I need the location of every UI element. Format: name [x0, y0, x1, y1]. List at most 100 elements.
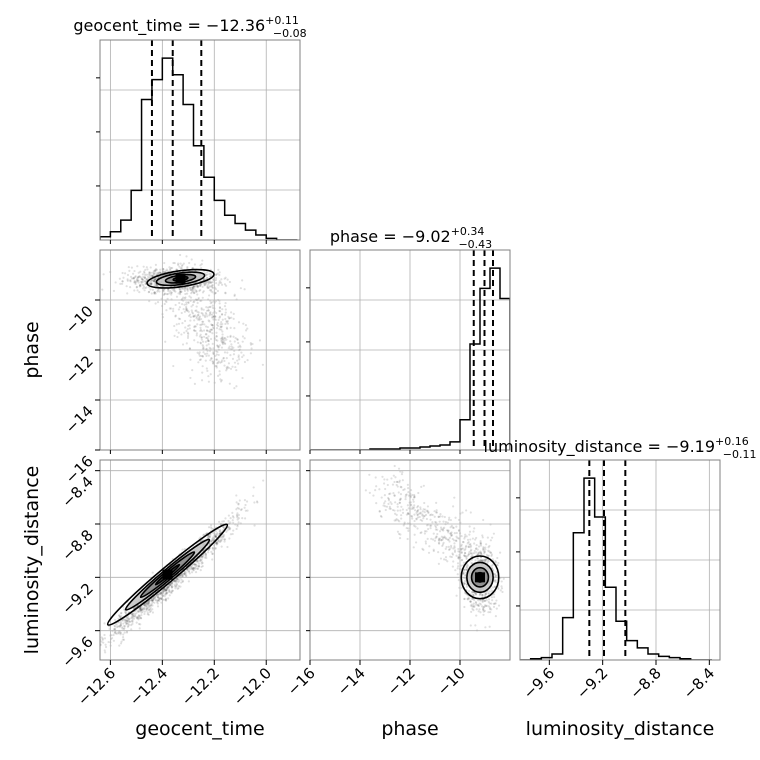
sample-point	[215, 350, 218, 353]
sample-point	[181, 580, 184, 584]
sample-point	[168, 589, 171, 592]
sample-point	[383, 482, 386, 485]
sample-point	[135, 280, 139, 283]
sample-point	[482, 606, 485, 609]
sample-point	[188, 295, 191, 298]
sample-point	[484, 604, 487, 607]
sample-point	[483, 558, 486, 562]
sample-point	[154, 596, 157, 599]
sample-point	[188, 261, 191, 265]
sample-point	[196, 351, 199, 354]
sample-point	[232, 312, 235, 316]
x-tick-label: −14	[334, 664, 369, 699]
sample-point	[121, 638, 125, 641]
y-tick-label: −8.4	[58, 473, 96, 511]
sample-point	[205, 306, 208, 309]
sample-point	[168, 266, 171, 269]
sample-point	[406, 511, 410, 515]
sample-point	[219, 325, 222, 328]
sample-point	[141, 283, 145, 287]
sample-point	[500, 585, 503, 588]
sample-point	[137, 271, 140, 274]
sample-point	[162, 289, 165, 292]
sample-point	[483, 594, 487, 597]
sample-point	[156, 289, 160, 292]
sample-point	[145, 266, 148, 269]
sample-point	[198, 284, 202, 288]
sample-point	[145, 277, 148, 281]
sample-point	[187, 310, 190, 313]
sample-point	[227, 366, 230, 370]
sample-point	[235, 501, 238, 504]
sample-point	[215, 311, 218, 315]
sample-point	[196, 284, 199, 288]
sample-point	[456, 573, 459, 576]
sample-point	[429, 518, 432, 521]
sample-point	[469, 544, 473, 548]
sample-point	[212, 362, 215, 365]
sample-point	[487, 549, 490, 552]
sample-point	[183, 331, 186, 334]
sample-point	[207, 536, 210, 539]
sample-point	[469, 543, 472, 546]
sample-point	[195, 560, 198, 563]
sample-point	[470, 603, 473, 606]
sample-point	[470, 548, 473, 552]
sample-point	[220, 313, 224, 316]
sample-point	[217, 538, 220, 541]
sample-point	[225, 284, 228, 287]
sample-point	[202, 345, 205, 348]
sample-point	[470, 561, 473, 565]
sample-point	[130, 615, 133, 618]
sample-point	[399, 533, 402, 536]
sample-point	[196, 285, 199, 289]
sample-point	[455, 554, 458, 557]
sample-point	[147, 609, 150, 612]
sample-point	[396, 480, 399, 484]
sample-point	[472, 594, 475, 597]
sample-point	[200, 317, 203, 321]
sample-point	[169, 582, 173, 585]
sample-point	[206, 273, 209, 276]
sample-point	[221, 520, 224, 523]
sample-point	[133, 279, 136, 283]
sample-point	[113, 625, 117, 628]
sample-point	[112, 628, 116, 631]
sample-point	[204, 555, 208, 558]
sample-point	[210, 540, 213, 543]
sample-point	[494, 574, 497, 577]
sample-point	[139, 616, 143, 620]
sample-point	[201, 555, 204, 558]
sample-point	[148, 599, 152, 602]
sample-point	[210, 281, 213, 284]
sample-point	[180, 290, 183, 293]
sample-point	[170, 591, 173, 595]
sample-point	[384, 487, 387, 491]
sample-point	[166, 586, 170, 589]
sample-point	[192, 566, 195, 569]
sample-point	[146, 601, 149, 604]
sample-point	[175, 585, 178, 588]
sample-point	[462, 570, 465, 573]
sample-point	[494, 560, 497, 563]
sample-point	[188, 347, 191, 350]
sample-point	[141, 607, 144, 611]
sample-point	[463, 554, 466, 557]
sample-point	[473, 605, 476, 608]
sample-point	[125, 285, 128, 288]
sample-point	[423, 532, 426, 535]
sample-point	[185, 303, 188, 306]
sample-point	[192, 286, 195, 289]
sample-point	[133, 289, 136, 292]
sample-point	[484, 626, 487, 629]
sample-point	[202, 320, 205, 323]
sample-point	[110, 634, 113, 637]
sample-point	[393, 494, 396, 497]
sample-point	[486, 561, 489, 564]
sample-point	[183, 297, 186, 300]
sample-point	[235, 494, 238, 497]
contour-level	[106, 523, 229, 626]
sample-point	[154, 278, 157, 281]
sample-point	[220, 346, 224, 349]
sample-point	[204, 553, 208, 556]
